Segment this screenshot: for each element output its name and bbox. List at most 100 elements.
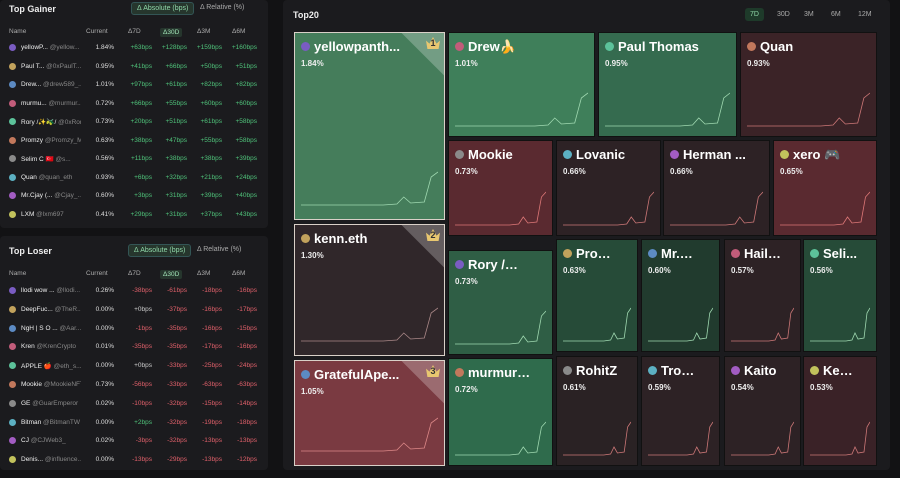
handle: @llodi... xyxy=(54,287,80,294)
avatar xyxy=(563,366,572,375)
tab[interactable]: Δ Absolute (bps) xyxy=(128,244,192,257)
name[interactable]: Drew... @drew589_... xyxy=(21,81,81,88)
delta: -16bps xyxy=(237,343,257,351)
delta: +159bps xyxy=(196,44,222,51)
delta: +66bps xyxy=(130,99,152,107)
treemap-tile[interactable]: kenn.eth 1.30% 2 xyxy=(294,224,445,356)
panel-title: Top20 xyxy=(293,10,319,20)
handle: @influence... xyxy=(43,456,81,464)
treemap-tile[interactable]: Kear... 0.53% xyxy=(803,356,877,466)
delta: +47bps xyxy=(165,136,187,144)
name[interactable]: Mookie @MookieNFT xyxy=(21,381,81,388)
delta: +38bps xyxy=(165,155,187,162)
column-header[interactable]: Δ30D xyxy=(160,28,183,37)
delta: +40bps xyxy=(235,192,257,199)
treemap-tile[interactable]: Mookie 0.73% xyxy=(448,140,553,236)
treemap-tile[interactable]: Rory /✨🫒/ 0.73% xyxy=(448,250,553,355)
name[interactable]: LXM @lxm697 xyxy=(21,210,64,218)
treemap-tile[interactable]: Quan 0.93% xyxy=(740,32,877,137)
name[interactable]: Promzy @Promzy_M... xyxy=(21,137,81,144)
treemap-tile[interactable]: RohitZ 0.61% xyxy=(556,356,638,466)
name[interactable]: DeepFuc... @TheR... xyxy=(21,305,81,313)
avatar xyxy=(9,155,16,162)
period-button[interactable]: 12M xyxy=(858,11,872,18)
column-header[interactable]: Δ6M xyxy=(232,270,246,277)
name[interactable]: murmu... @murmur... xyxy=(21,99,81,107)
delta: +82bps xyxy=(235,81,257,88)
delta: +60bps xyxy=(235,99,257,107)
treemap-tile[interactable]: xero 🎮 0.65% xyxy=(773,140,877,236)
tab[interactable]: Δ Relative (%) xyxy=(197,246,242,253)
tab[interactable]: Δ Absolute (bps) xyxy=(131,2,195,15)
avatar xyxy=(9,173,16,181)
name[interactable]: Quan @quan_eth xyxy=(21,173,73,181)
tab[interactable]: Δ Relative (%) xyxy=(200,4,245,11)
treemap-tile[interactable]: Seli... 0.56% xyxy=(803,239,877,352)
avatar xyxy=(810,249,819,258)
treemap-tile[interactable]: GratefulApe... 1.05% 3 xyxy=(294,360,445,466)
name[interactable]: yellowP... @yellow... xyxy=(21,44,80,51)
name[interactable]: Rory /✨🫒/ @0xRory... xyxy=(21,118,81,126)
treemap-tile[interactable]: Haile... 0.57% xyxy=(724,239,801,352)
name[interactable]: GE @GuarEmperor xyxy=(21,399,79,407)
name[interactable]: Bitman @BitmanTW xyxy=(21,418,80,426)
top20-panel: Top20 7D 30D 3M 6M 12M yellowpanth... 1.84% 1 ken… xyxy=(283,0,890,470)
name[interactable]: CJ @CJWeb3_ xyxy=(21,437,66,445)
sparkline xyxy=(301,307,438,342)
name[interactable]: llodi wow ... @llodi... xyxy=(21,287,80,294)
avatar xyxy=(9,343,16,351)
column-header[interactable]: Current xyxy=(86,270,108,277)
delta: +39bps xyxy=(200,192,222,199)
delta: +38bps xyxy=(130,136,152,144)
delta: +29bps xyxy=(130,210,152,218)
delta: -63bps xyxy=(202,381,222,388)
avatar xyxy=(810,366,819,375)
treemap-tile[interactable]: Paul Thomas 0.95% xyxy=(598,32,737,137)
delta: -15bps xyxy=(237,324,257,332)
name[interactable]: Kren @KrenCrypto xyxy=(21,343,77,351)
treemap-tile[interactable]: Lovanic 0.66% xyxy=(556,140,661,236)
treemap-tile[interactable]: Herman ... 0.66% xyxy=(663,140,770,236)
current: 1.01% xyxy=(95,81,114,88)
current: 0.00% xyxy=(95,456,114,464)
name[interactable]: Selim C 🇹🇷 @s... xyxy=(21,156,71,163)
period-button[interactable]: 3M xyxy=(804,11,814,18)
treemap-tile[interactable]: Troph... 0.59% xyxy=(641,356,720,466)
delta: -13bps xyxy=(202,456,222,464)
column-header[interactable]: Current xyxy=(86,28,108,35)
name[interactable]: Mr.Cjay (... @Cjay_... xyxy=(21,192,81,199)
delta: -15bps xyxy=(202,399,222,407)
treemap-tile[interactable]: Mr.Cj... 0.60% xyxy=(641,239,720,352)
period-button[interactable]: 7D xyxy=(745,8,764,21)
avatar xyxy=(9,437,16,445)
current: 0.60% xyxy=(95,192,114,199)
treemap-tile[interactable]: yellowpanth... 1.84% 1 xyxy=(294,32,445,220)
current: 0.72% xyxy=(95,99,114,107)
column-header[interactable]: Δ6M xyxy=(232,28,246,35)
delta: -13bps xyxy=(237,437,257,445)
sparkline xyxy=(301,417,438,452)
name[interactable]: Denis... @influence... xyxy=(21,456,81,464)
treemap-tile[interactable]: murmurn... 0.72% xyxy=(448,358,553,466)
column-header[interactable]: Δ3M xyxy=(197,28,211,35)
treemap-tile[interactable]: Promzy 0.63% xyxy=(556,239,638,352)
column-header[interactable]: Δ3M xyxy=(197,270,211,277)
treemap-tile[interactable]: Drew🍌 1.01% xyxy=(448,32,595,137)
name[interactable]: APPLE 🍎 @eth_s... xyxy=(21,363,81,371)
period-button[interactable]: 30D xyxy=(777,11,790,18)
avatar xyxy=(455,260,464,269)
delta: +39bps xyxy=(235,155,257,162)
delta: -32bps xyxy=(167,399,187,407)
name[interactable]: NgH | S O ... @Aar... xyxy=(21,324,81,332)
panel-title: Top Gainer xyxy=(9,4,56,14)
treemap-tile[interactable]: Kaito 0.54% xyxy=(724,356,801,466)
column-header: Name xyxy=(9,270,27,277)
period-button[interactable]: 6M xyxy=(831,11,841,18)
column-header[interactable]: Δ30D xyxy=(160,270,183,279)
current: 0.00% xyxy=(95,324,114,332)
column-header[interactable]: Δ7D xyxy=(128,28,141,35)
delta: +58bps xyxy=(235,118,257,125)
name[interactable]: Paul T... @0xPaulT... xyxy=(21,62,81,70)
sparkline xyxy=(780,191,870,226)
column-header[interactable]: Δ7D xyxy=(128,270,141,277)
